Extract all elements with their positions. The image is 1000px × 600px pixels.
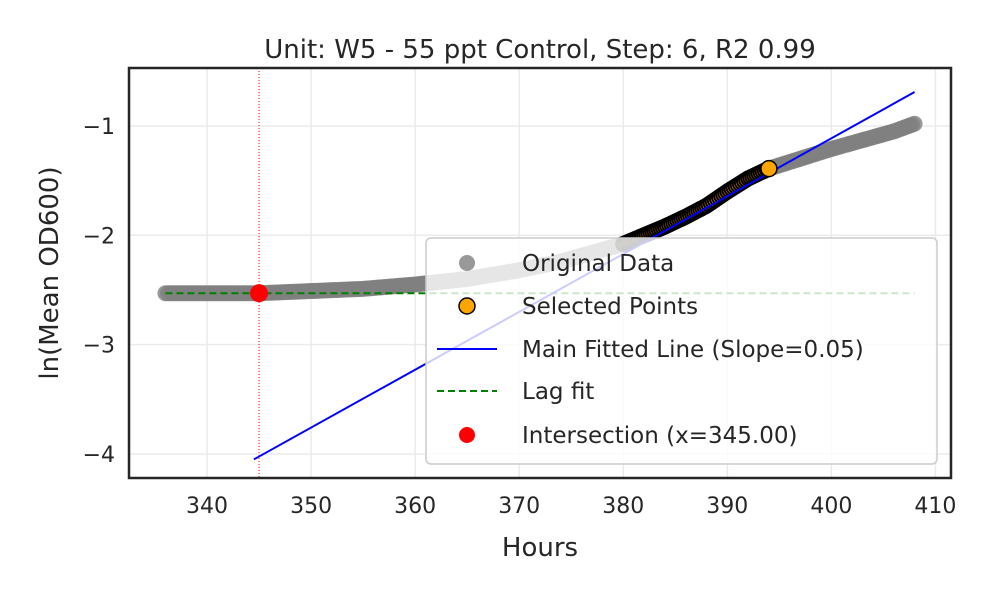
legend-marker-intersection	[459, 427, 475, 443]
x-tick-label: 340	[186, 494, 228, 519]
legend-marker-selected-points	[458, 297, 476, 315]
plot-frame	[127, 66, 953, 480]
x-tick-label: 370	[498, 494, 540, 519]
chart-title: Unit: W5 - 55 ppt Control, Step: 6, R2 0…	[264, 35, 816, 65]
x-tick-label: 390	[706, 494, 748, 519]
legend-label-lag-fit: Lag fit	[522, 379, 594, 405]
y-axis-ticks: −4 −3 −2 −1	[83, 115, 115, 468]
y-axis-label: ln(Mean OD600)	[35, 166, 65, 379]
original-data-point	[906, 115, 923, 132]
selected-point	[760, 159, 778, 178]
legend-label-main-fit: Main Fitted Line (Slope=0.05)	[522, 337, 864, 363]
x-tick-label: 380	[602, 494, 644, 519]
legend: Original Data Selected Points Main Fitte…	[425, 237, 938, 465]
legend-label-selected-points: Selected Points	[522, 294, 698, 320]
y-tick-label: −4	[83, 443, 115, 468]
y-tick-label: −2	[83, 224, 115, 249]
x-tick-label: 410	[914, 494, 956, 519]
legend-label-original-data: Original Data	[522, 251, 674, 277]
intersection-point	[250, 284, 269, 303]
y-tick-label: −3	[83, 334, 115, 359]
x-tick-label: 400	[810, 494, 852, 519]
x-tick-label: 350	[290, 494, 332, 519]
legend-label-intersection: Intersection (x=345.00)	[522, 423, 797, 449]
x-axis-label: Hours	[502, 533, 578, 563]
legend-box	[425, 237, 938, 465]
legend-marker-original-data	[459, 255, 475, 271]
x-axis-ticks: 340 350 360 370 380 390 400 410	[186, 494, 956, 519]
y-tick-label: −1	[83, 115, 115, 140]
x-tick-label: 360	[394, 494, 436, 519]
